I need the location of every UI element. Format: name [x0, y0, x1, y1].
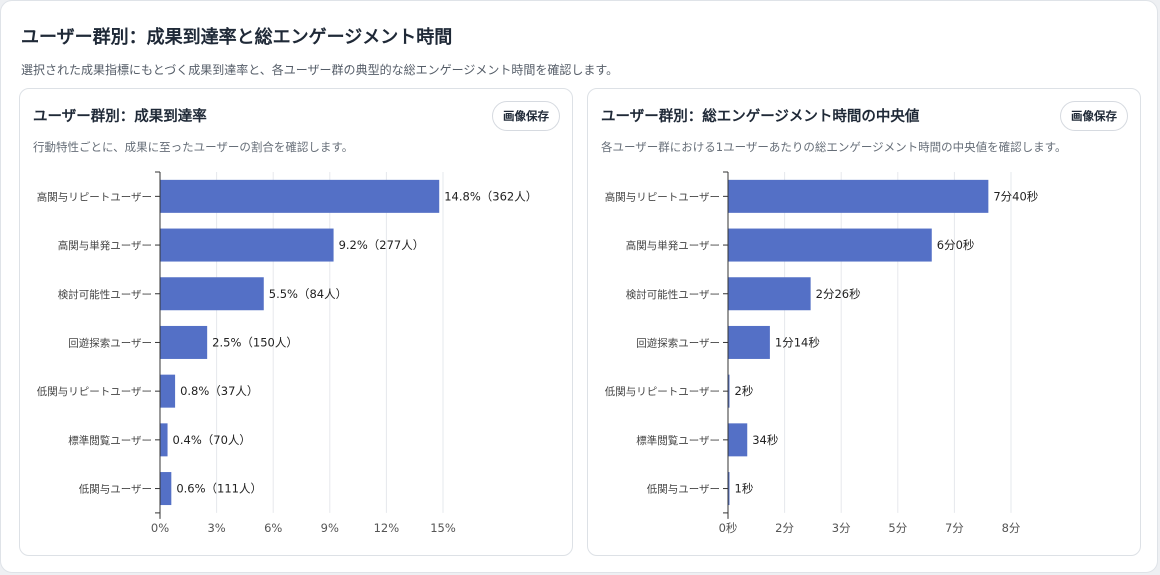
- data-label: 5.5%（84人）: [269, 287, 347, 301]
- category-label: 標準閲覧ユーザー: [68, 434, 152, 447]
- bar: [160, 325, 208, 359]
- category-label: 低関与リピートユーザー: [605, 385, 720, 398]
- bar: [728, 325, 770, 359]
- data-label: 6分0秒: [937, 238, 975, 252]
- x-tick-label: 3分: [832, 521, 851, 535]
- bar: [728, 277, 811, 311]
- bar: [160, 423, 168, 457]
- data-label: 1秒: [735, 482, 754, 496]
- panel-title: ユーザー群別：成果到達率: [33, 109, 207, 125]
- conversion-rate-chart: 高関与リピートユーザー 14.8%（362人） 高関与単発ユーザー 9.2%（277人…: [37, 171, 537, 535]
- x-tick-label: 15%: [430, 521, 456, 535]
- data-label: 9.2%（277人）: [339, 238, 425, 252]
- data-label: 0.8%（37人）: [180, 384, 258, 398]
- data-label: 7分40秒: [993, 189, 1038, 203]
- x-tick-label: 0%: [151, 521, 169, 535]
- data-label: 34秒: [752, 433, 778, 447]
- data-label: 1分14秒: [775, 335, 820, 349]
- bar: [728, 179, 989, 213]
- data-label: 14.8%（362人）: [444, 189, 537, 203]
- save-image-button[interactable]: 画像保存: [492, 101, 560, 131]
- bar: [160, 472, 172, 506]
- bar: [160, 277, 264, 311]
- category-label: 低関与ユーザー: [647, 483, 720, 496]
- x-tick-label: 6%: [264, 521, 282, 535]
- page-title: ユーザー群別：成果到達率と総エンゲージメント時間: [21, 27, 453, 48]
- bar: [160, 228, 334, 262]
- category-label: 高関与単発ユーザー: [626, 239, 720, 252]
- data-label: 2分26秒: [816, 287, 861, 301]
- panel-title: ユーザー群別：総エンゲージメント時間の中央値: [601, 109, 920, 125]
- data-label: 0.4%（70人）: [173, 433, 251, 447]
- engagement-time-panel: ユーザー群別：総エンゲージメント時間の中央値 各ユーザー群における1ユーザーあた…: [587, 88, 1141, 556]
- bar: [728, 472, 730, 506]
- data-label: 2秒: [735, 384, 754, 398]
- x-tick-label: 0秒: [719, 521, 738, 535]
- category-label: 低関与リピートユーザー: [37, 385, 152, 398]
- page-subtitle: 選択された成果指標にもとづく成果到達率と、各ユーザー群の典型的な総エンゲージメン…: [21, 63, 619, 77]
- bar: [160, 374, 176, 408]
- category-label: 標準閲覧ユーザー: [636, 434, 720, 447]
- panel-subtitle: 行動特性ごとに、成果に至ったユーザーの割合を確認します。: [33, 140, 354, 154]
- category-label: 高関与単発ユーザー: [58, 239, 152, 252]
- bar: [728, 228, 932, 262]
- x-tick-label: 8分: [1002, 521, 1021, 535]
- x-tick-label: 2分: [775, 521, 794, 535]
- x-tick-label: 5分: [888, 521, 907, 535]
- data-label: 2.5%（150人）: [212, 335, 298, 349]
- category-label: 回遊探索ユーザー: [636, 336, 720, 349]
- x-tick-label: 7分: [945, 521, 964, 535]
- bar: [160, 179, 440, 213]
- bar: [728, 423, 748, 457]
- x-tick-label: 9%: [321, 521, 339, 535]
- save-image-button[interactable]: 画像保存: [1060, 101, 1128, 131]
- category-label: 低関与ユーザー: [79, 483, 152, 496]
- bar: [728, 374, 730, 408]
- category-label: 高関与リピートユーザー: [605, 190, 720, 203]
- conversion-rate-panel: ユーザー群別：成果到達率 行動特性ごとに、成果に至ったユーザーの割合を確認します…: [19, 88, 573, 556]
- category-label: 回遊探索ユーザー: [68, 336, 152, 349]
- panel-subtitle: 各ユーザー群における1ユーザーあたりの総エンゲージメント時間の中央値を確認します…: [601, 140, 1067, 154]
- x-tick-label: 3%: [207, 521, 225, 535]
- data-label: 0.6%（111人）: [176, 482, 262, 496]
- category-label: 検討可能性ユーザー: [58, 288, 152, 301]
- category-label: 高関与リピートユーザー: [37, 190, 152, 203]
- x-tick-label: 12%: [374, 521, 400, 535]
- category-label: 検討可能性ユーザー: [626, 288, 720, 301]
